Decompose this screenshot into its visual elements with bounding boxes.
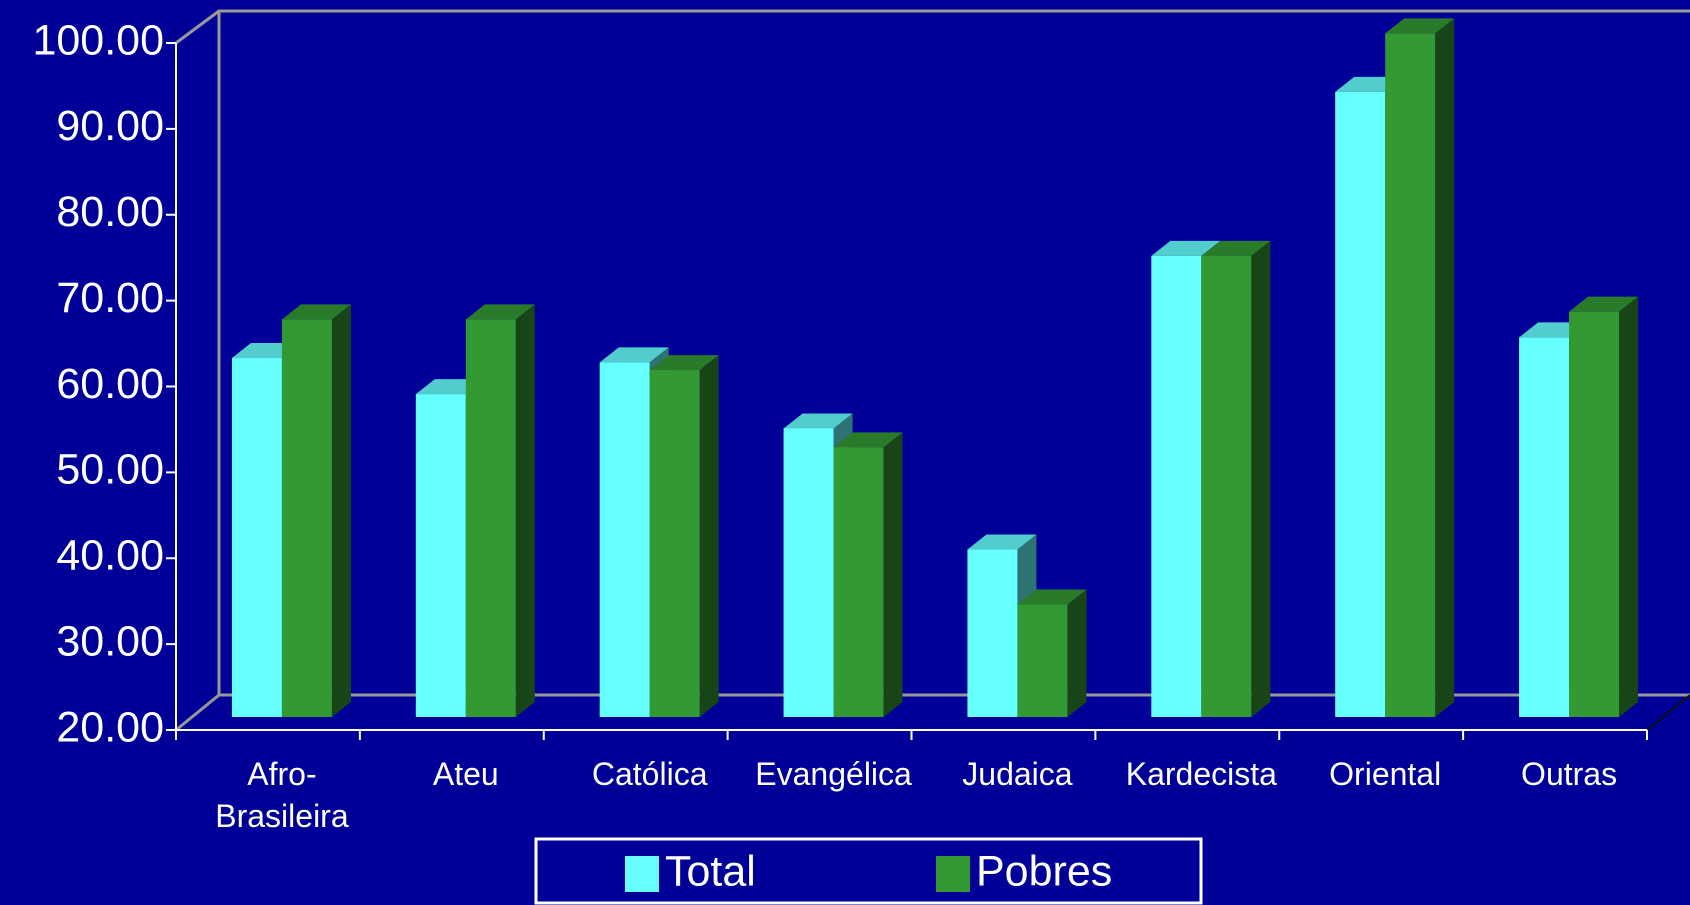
bar [1201,240,1271,717]
y-tick-label: 20.00 [56,703,164,751]
bar [281,304,351,717]
bar-front [967,549,1018,717]
bar-side [699,355,719,717]
bar-front [281,319,332,717]
bar-top [465,304,535,320]
x-tick-label: Judaica [962,756,1073,792]
bar-top [599,347,669,363]
bar-front [1519,337,1570,717]
y-tick-label: 100.00 [32,16,164,64]
x-tick-label: Kardecista [1126,756,1277,792]
bar-front [465,319,516,717]
bar-top [1151,240,1221,256]
bar-front [649,370,700,717]
bar-top [833,432,903,448]
bar-front [1335,91,1386,717]
bar-top [281,304,351,320]
bar-front [1151,255,1202,717]
bar-top [1017,589,1087,605]
y-tick-label: 90.00 [56,102,164,150]
legend-swatch [936,856,970,892]
y-tick-label: 70.00 [56,274,164,322]
y-tick-label: 40.00 [56,532,164,580]
floor-left-edge [175,693,220,732]
bar [1385,18,1455,718]
bar-side [1619,296,1639,717]
legend-label: Pobres [976,847,1112,895]
floor-right-edge [1646,694,1690,731]
bar [649,355,719,717]
legend-box [534,837,1203,905]
y-tick-label: 30.00 [56,617,164,665]
x-tick-label: Ateu [433,756,499,792]
bar-front [1201,255,1252,717]
legend-swatch [625,856,659,892]
y-tick-label: 60.00 [56,360,164,408]
bar [465,304,535,717]
bar-top [1385,18,1455,34]
bar-side [331,304,351,717]
bar-front [783,428,834,717]
bar [1569,296,1639,717]
bar-top [1569,296,1639,312]
bar-side [1435,18,1455,718]
bar-top [649,355,719,371]
bar [1017,589,1087,717]
bar-side [1067,589,1087,717]
bar-side [1251,240,1271,717]
bar-front [1017,604,1068,717]
bar-top [783,413,853,429]
bar-side [515,304,535,717]
bar-front [833,447,884,717]
wall-top-edge [175,9,220,45]
x-tick-label: Evangélica [755,756,912,792]
legend-label: Total [665,847,756,895]
x-tick-label: Católica [592,756,708,792]
bar-front [231,358,282,717]
bar-front [599,362,650,717]
bar-top [967,534,1037,550]
bar [833,432,903,717]
x-tick-label: Outras [1521,756,1617,792]
bar-front [1569,311,1620,717]
bar-front [1385,33,1436,718]
bar-top [1201,240,1271,256]
bar-side [883,432,903,717]
y-tick-label: 80.00 [56,188,164,236]
x-tick-label: Oriental [1329,756,1441,792]
x-tick-label: Afro-Brasileira [215,756,349,834]
bar-front [415,394,466,717]
y-tick-label: 50.00 [56,446,164,494]
